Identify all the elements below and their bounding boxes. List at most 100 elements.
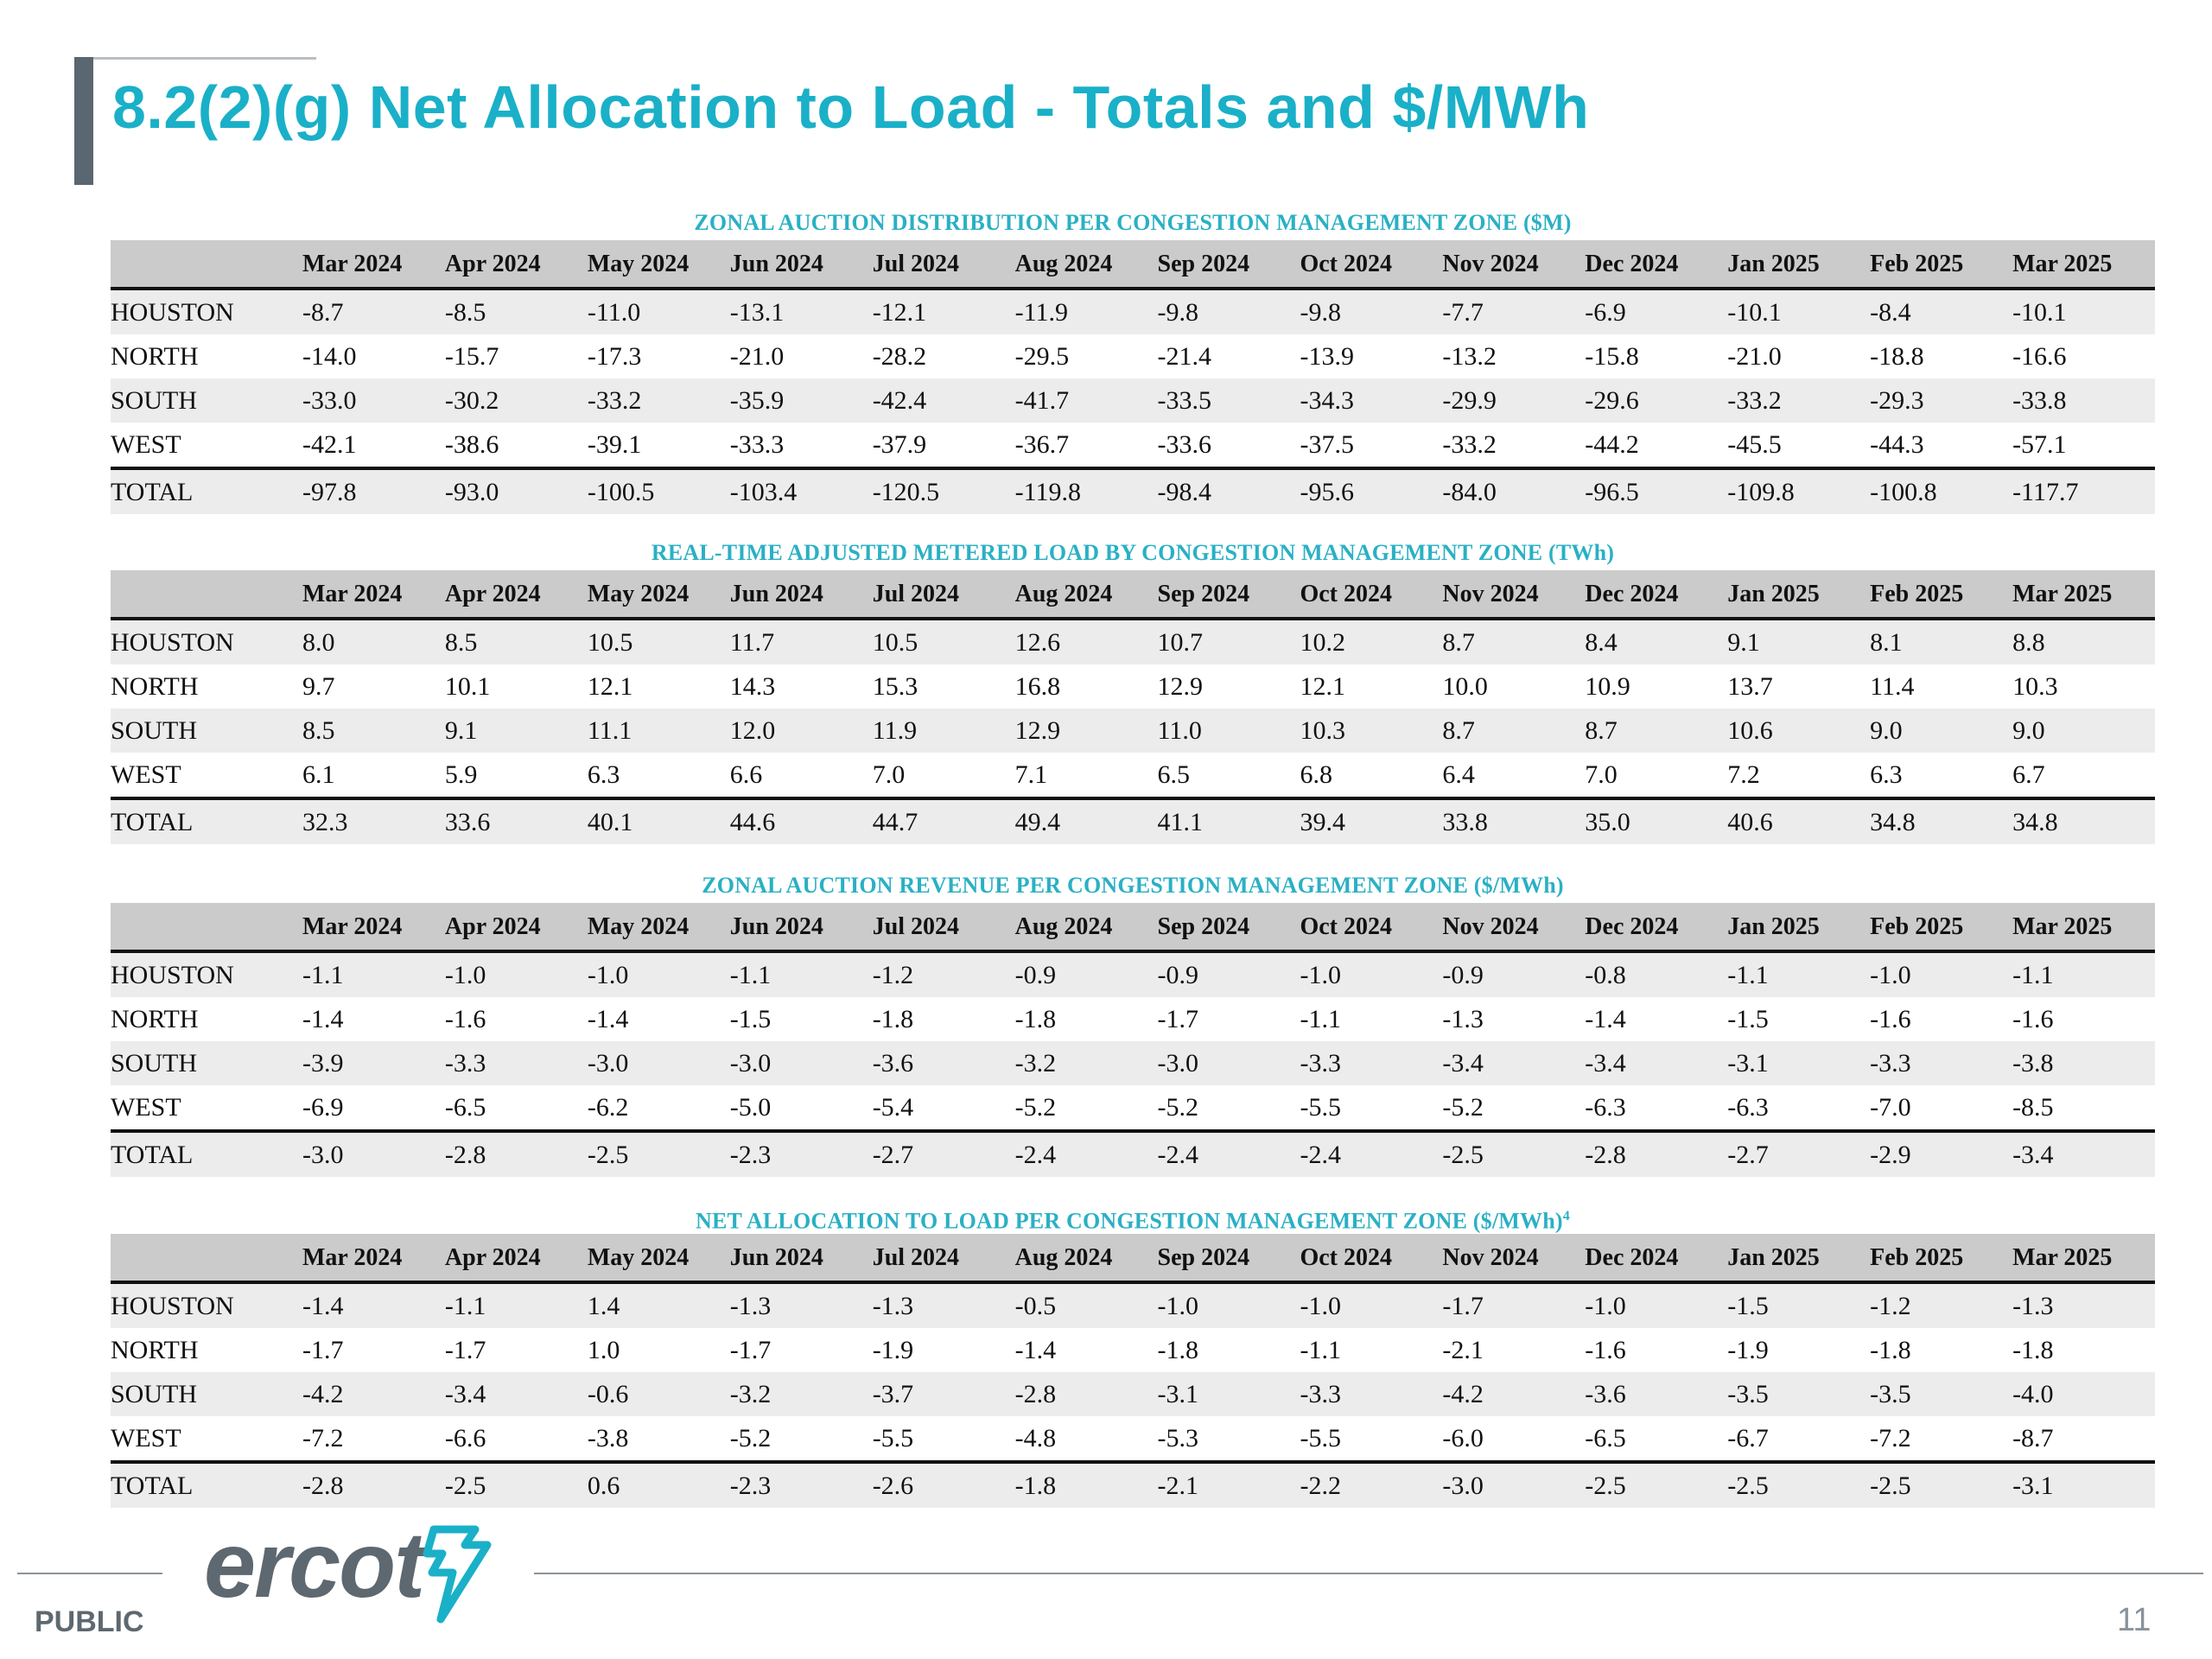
value-cell: -2.8 [1014, 1379, 1057, 1408]
value-cell: -4.2 [1442, 1379, 1484, 1408]
column-header: Sep 2024 [1157, 240, 1300, 290]
value-cell: -3.7 [872, 1379, 914, 1408]
column-header: Mar 2025 [2012, 1234, 2155, 1284]
column-header: Mar 2024 [302, 903, 445, 953]
ercot-logo: ercot [204, 1512, 498, 1630]
value-cell: -1.0 [1300, 960, 1341, 989]
value-cell: 12.0 [729, 715, 776, 745]
table-title-text: REAL-TIME ADJUSTED METERED LOAD BY CONGE… [651, 540, 1615, 565]
column-header: Jan 2025 [1727, 570, 1871, 620]
value-cell: -6.9 [1585, 297, 1626, 327]
value-cell: -3.4 [444, 1379, 486, 1408]
value-cell: -3.3 [1300, 1048, 1341, 1077]
title-accent-bar [74, 57, 93, 185]
value-cell: 8.7 [1585, 715, 1618, 745]
value-cell: -29.9 [1442, 385, 1497, 415]
column-header: Nov 2024 [1442, 570, 1586, 620]
column-header: Apr 2024 [444, 570, 588, 620]
column-header: May 2024 [587, 240, 730, 290]
value-cell: -2.5 [1870, 1460, 2013, 1508]
value-cell: -95.6 [1300, 467, 1443, 514]
value-cell: -1.2 [1870, 1291, 1911, 1320]
column-header: Sep 2024 [1157, 903, 1300, 953]
value-cell: -2.1 [1157, 1460, 1300, 1508]
value-cell: -5.3 [1157, 1423, 1199, 1452]
value-cell: 15.3 [872, 671, 918, 701]
column-header: May 2024 [587, 903, 730, 953]
value-cell: 6.8 [1300, 760, 1332, 789]
value-cell: -1.0 [1585, 1291, 1626, 1320]
metered-load-section: REAL-TIME ADJUSTED METERED LOAD BY CONGE… [111, 536, 2155, 844]
table-row: NORTH -1.7 -1.7 1.0 -1.7 -1.9 -1.4 -1.8 -1.1 -2.1… [111, 1328, 2155, 1372]
value-cell: -57.1 [2012, 429, 2067, 459]
value-cell: -2.5 [1585, 1460, 1728, 1508]
value-cell: -3.0 [1442, 1460, 1586, 1508]
header-row: Mar 2024 Apr 2024 May 2024 Jun 2024 Jul 2024… [111, 903, 2155, 953]
metered-load-table: Mar 2024 Apr 2024 May 2024 Jun 2024 Jul 2024… [111, 570, 2155, 844]
value-cell: 9.7 [302, 671, 335, 701]
value-cell: -8.4 [1870, 297, 1911, 327]
zone-label: SOUTH [111, 385, 198, 415]
header-row: Mar 2024 Apr 2024 May 2024 Jun 2024 Jul 2024… [111, 570, 2155, 620]
value-cell: -1.7 [1442, 1291, 1484, 1320]
value-cell: -2.8 [444, 1129, 588, 1177]
value-cell: 6.1 [302, 760, 335, 789]
header-row: Mar 2024 Apr 2024 May 2024 Jun 2024 Jul 2024… [111, 240, 2155, 290]
value-cell: -11.0 [587, 297, 641, 327]
table-row: NORTH -1.4 -1.6 -1.4 -1.5 -1.8 -1.8 -1.7 -1.1 -1.… [111, 997, 2155, 1041]
column-header: Apr 2024 [444, 1234, 588, 1284]
value-cell: -1.4 [302, 1004, 344, 1033]
table-title-text: ZONAL AUCTION REVENUE PER CONGESTION MAN… [702, 873, 1564, 898]
value-cell: -100.8 [1870, 467, 2013, 514]
value-cell: -3.0 [302, 1129, 445, 1177]
column-header: Aug 2024 [1014, 903, 1158, 953]
value-cell: -1.1 [1300, 1335, 1341, 1364]
column-header: Jul 2024 [872, 903, 1015, 953]
value-cell: -93.0 [444, 467, 588, 514]
value-cell: -1.0 [1870, 960, 1911, 989]
value-cell: -2.8 [302, 1460, 445, 1508]
value-cell: -1.9 [1727, 1335, 1769, 1364]
value-cell: -5.2 [1014, 1092, 1057, 1122]
zone-label: HOUSTON [111, 297, 234, 327]
column-header: Mar 2024 [302, 240, 445, 290]
value-cell: -3.2 [729, 1379, 772, 1408]
zone-label: TOTAL [111, 797, 302, 844]
value-cell: 34.8 [2012, 797, 2155, 844]
value-cell: -1.3 [872, 1291, 914, 1320]
total-row: TOTAL 32.3 33.6 40.1 44.6 44.7 49.4 41.1 39.4 33.… [111, 797, 2155, 844]
value-cell: -29.3 [1870, 385, 1924, 415]
value-cell: -5.5 [872, 1423, 914, 1452]
value-cell: 8.4 [1585, 627, 1618, 657]
value-cell: -3.6 [1585, 1379, 1626, 1408]
value-cell: 8.7 [1442, 627, 1475, 657]
value-cell: -9.8 [1157, 297, 1199, 327]
value-cell: -6.0 [1442, 1423, 1484, 1452]
value-cell: 14.3 [729, 671, 776, 701]
column-header: Jan 2025 [1727, 1234, 1871, 1284]
value-cell: -2.4 [1157, 1129, 1300, 1177]
value-cell: -1.8 [1870, 1335, 1911, 1364]
value-cell: 44.7 [872, 797, 1015, 844]
value-cell: -33.2 [1727, 385, 1782, 415]
value-cell: -1.6 [2012, 1004, 2054, 1033]
value-cell: 10.3 [2012, 671, 2058, 701]
net-allocation-section: NET ALLOCATION TO LOAD PER CONGESTION MA… [111, 1199, 2155, 1508]
value-cell: -96.5 [1585, 467, 1728, 514]
value-cell: -1.5 [1727, 1004, 1769, 1033]
value-cell: 6.3 [587, 760, 620, 789]
value-cell: 10.3 [1300, 715, 1345, 745]
column-header: Dec 2024 [1585, 240, 1728, 290]
value-cell: -1.6 [1585, 1335, 1626, 1364]
value-cell: -2.5 [587, 1129, 730, 1177]
value-cell: -3.2 [1014, 1048, 1057, 1077]
value-cell: -16.6 [2012, 341, 2067, 371]
value-cell: -3.5 [1727, 1379, 1769, 1408]
value-cell: 7.0 [1585, 760, 1618, 789]
value-cell: -29.5 [1014, 341, 1070, 371]
value-cell: -3.4 [2012, 1129, 2155, 1177]
column-header: Jun 2024 [729, 903, 873, 953]
zone-label: NORTH [111, 1004, 199, 1033]
value-cell: -3.0 [729, 1048, 772, 1077]
column-header: Jul 2024 [872, 570, 1015, 620]
